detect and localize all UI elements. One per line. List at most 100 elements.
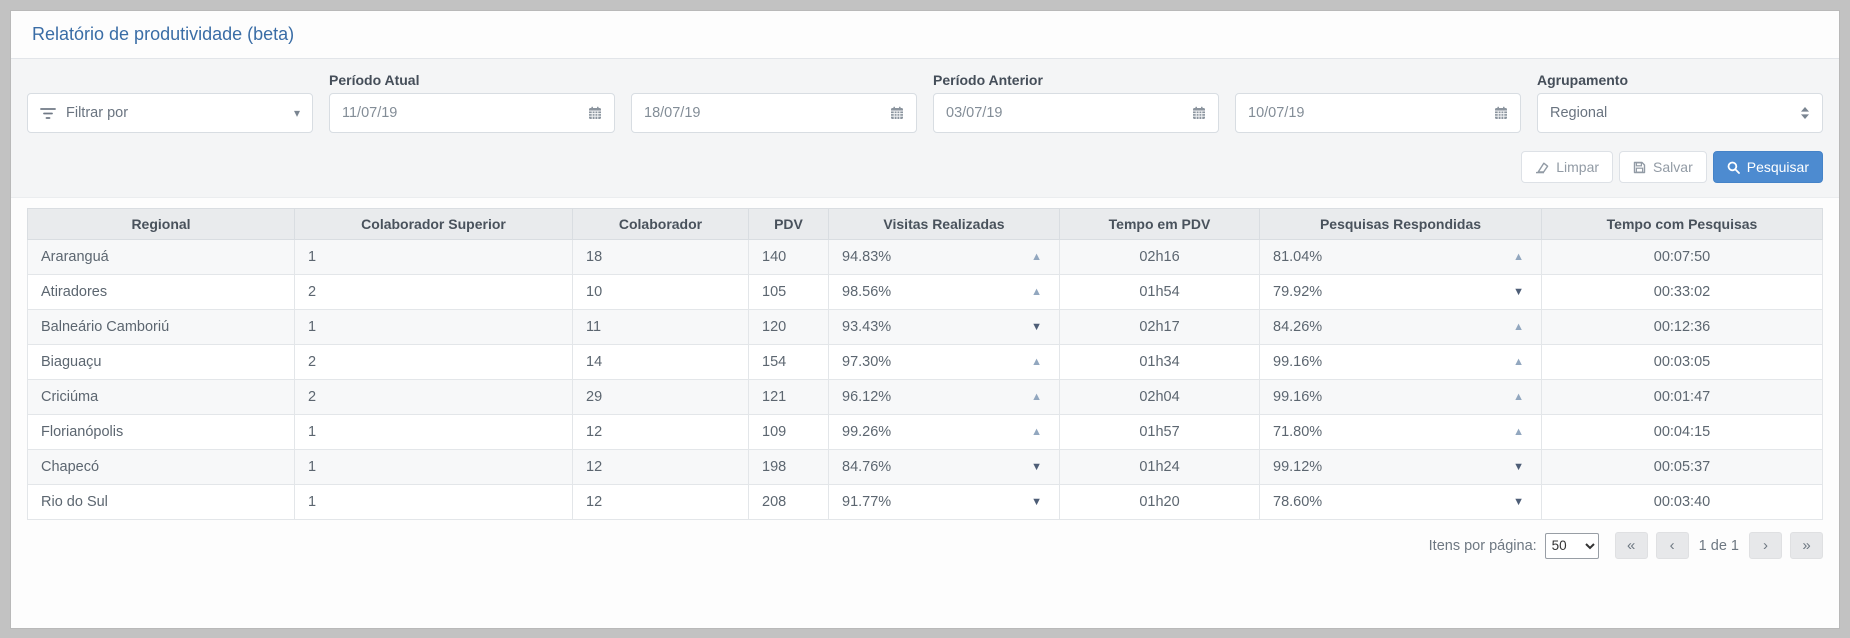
tempo-pesquisas-cell: 00:03:05 [1541, 344, 1823, 380]
period-previous-start-input[interactable] [946, 105, 1192, 121]
percent-trend-cell: 99.16% ▲ [1259, 344, 1542, 380]
calendar-icon[interactable] [1494, 106, 1508, 120]
percent-trend-cell: 99.12% ▼ [1259, 449, 1542, 485]
pdv-cell: 154 [748, 344, 829, 380]
table-header-row: Regional Colaborador Superior Colaborado… [27, 208, 1823, 240]
percent-value: 84.26% [1273, 319, 1323, 335]
period-previous-end-input[interactable] [1248, 105, 1494, 121]
regional-cell: Biaguaçu [27, 344, 295, 380]
trend-up-icon: ▲ [1513, 355, 1524, 368]
grouping-select[interactable]: Regional [1550, 105, 1800, 121]
column-header-pdv: PDV [748, 208, 829, 240]
column-header-tempo-com-pesquisas: Tempo com Pesquisas [1541, 208, 1823, 240]
regional-cell: Chapecó [27, 449, 295, 485]
column-header-visitas-realizadas: Visitas Realizadas [828, 208, 1060, 240]
tempo-pesquisas-cell: 00:33:02 [1541, 274, 1823, 310]
column-header-tempo-em-pdv: Tempo em PDV [1059, 208, 1260, 240]
percent-trend-cell: 71.80% ▲ [1259, 414, 1542, 450]
period-previous-end-control [1235, 93, 1521, 133]
clear-button[interactable]: Limpar [1521, 151, 1614, 183]
percent-value: 98.56% [842, 284, 892, 300]
percent-trend-cell: 94.83% ▲ [828, 239, 1060, 275]
percent-value: 91.77% [842, 494, 892, 510]
percent-trend-cell: 96.12% ▲ [828, 379, 1060, 415]
period-current-start-input[interactable] [342, 105, 588, 121]
tempo-pesquisas-cell: 00:12:36 [1541, 309, 1823, 345]
percent-trend-cell: 78.60% ▼ [1259, 484, 1542, 520]
tempo-pdv-cell: 01h34 [1059, 344, 1260, 380]
colab-cell: 12 [572, 484, 749, 520]
colab-cell: 12 [572, 414, 749, 450]
colab-sup-cell: 1 [294, 484, 573, 520]
pagination-first-button[interactable]: « [1614, 532, 1648, 559]
colab-cell: 12 [572, 449, 749, 485]
pagination-prev-button[interactable]: ‹ [1655, 532, 1689, 559]
grouping-label: Agrupamento [1537, 72, 1628, 88]
calendar-icon[interactable] [588, 106, 602, 120]
period-current-start-control [329, 93, 615, 133]
percent-value: 99.12% [1273, 459, 1323, 475]
pdv-cell: 121 [748, 379, 829, 415]
page-title: Relatório de produtividade (beta) [32, 24, 295, 44]
tempo-pesquisas-cell: 00:01:47 [1541, 379, 1823, 415]
percent-value: 71.80% [1273, 424, 1323, 440]
filter-icon [40, 106, 56, 120]
percent-value: 78.60% [1273, 494, 1323, 510]
trend-down-icon: ▼ [1513, 495, 1524, 508]
filter-by-dropdown[interactable]: Filtrar por ▾ [27, 93, 313, 133]
regional-cell: Araranguá [27, 239, 295, 275]
colab-cell: 11 [572, 309, 749, 345]
trend-up-icon: ▲ [1031, 355, 1042, 368]
percent-trend-cell: 98.56% ▲ [828, 274, 1060, 310]
trend-down-icon: ▼ [1031, 320, 1042, 333]
calendar-icon[interactable] [890, 106, 904, 120]
colab-sup-cell: 1 [294, 449, 573, 485]
percent-trend-cell: 81.04% ▲ [1259, 239, 1542, 275]
tempo-pdv-cell: 01h57 [1059, 414, 1260, 450]
period-previous-start-control [933, 93, 1219, 133]
percent-trend-cell: 97.30% ▲ [828, 344, 1060, 380]
table-row: Balneário Camboriú 1 11 120 93.43% ▼ 02h17 84.2… [27, 309, 1823, 345]
period-current-end-label-spacer [631, 69, 917, 93]
percent-value: 81.04% [1273, 249, 1323, 265]
title-bar: Relatório de produtividade (beta) [11, 11, 1839, 59]
regional-cell: Criciúma [27, 379, 295, 415]
pdv-cell: 208 [748, 484, 829, 520]
percent-trend-cell: 99.26% ▲ [828, 414, 1060, 450]
table-row: Chapecó 1 12 198 84.76% ▼ 01h24 99.12% ▼ 00:05:37 [27, 449, 1823, 485]
percent-value: 99.26% [842, 424, 892, 440]
percent-value: 93.43% [842, 319, 892, 335]
items-per-page-select[interactable]: 50 [1544, 532, 1599, 559]
tempo-pesquisas-cell: 00:05:37 [1541, 449, 1823, 485]
trend-up-icon: ▲ [1513, 320, 1524, 333]
save-icon [1633, 161, 1646, 174]
trend-down-icon: ▼ [1513, 460, 1524, 473]
period-current-end-input[interactable] [644, 105, 890, 121]
period-previous-start-field: Período Anterior [933, 69, 1219, 133]
column-header-colaborador-superior: Colaborador Superior [294, 208, 573, 240]
column-header-pesquisas-respondidas: Pesquisas Respondidas [1259, 208, 1542, 240]
chevron-down-icon: ▾ [293, 106, 300, 120]
calendar-icon[interactable] [1192, 106, 1206, 120]
pagination-next-button[interactable]: › [1749, 532, 1782, 559]
table-row: Florianópolis 1 12 109 99.26% ▲ 01h57 71.80% ▲ 00… [27, 414, 1823, 450]
save-button[interactable]: Salvar [1619, 151, 1707, 183]
trend-down-icon: ▼ [1031, 460, 1042, 473]
percent-value: 94.83% [842, 249, 892, 265]
search-button[interactable]: Pesquisar [1712, 151, 1823, 183]
table-row: Rio do Sul 1 12 208 91.77% ▼ 01h20 78.60% ▼ 00:03… [27, 484, 1823, 520]
colab-cell: 29 [572, 379, 749, 415]
clear-button-label: Limpar [1556, 159, 1600, 175]
period-current-end-field [631, 69, 917, 133]
grouping-select-control: Regional [1537, 93, 1823, 133]
percent-trend-cell: 93.43% ▼ [828, 309, 1060, 345]
pdv-cell: 105 [748, 274, 829, 310]
trend-up-icon: ▲ [1031, 285, 1042, 298]
tempo-pesquisas-cell: 00:04:15 [1541, 414, 1823, 450]
percent-value: 96.12% [842, 389, 892, 405]
percent-trend-cell: 84.76% ▼ [828, 449, 1060, 485]
percent-trend-cell: 79.92% ▼ [1259, 274, 1542, 310]
percent-trend-cell: 84.26% ▲ [1259, 309, 1542, 345]
pagination-last-button[interactable]: » [1790, 532, 1823, 559]
percent-value: 79.92% [1273, 284, 1323, 300]
